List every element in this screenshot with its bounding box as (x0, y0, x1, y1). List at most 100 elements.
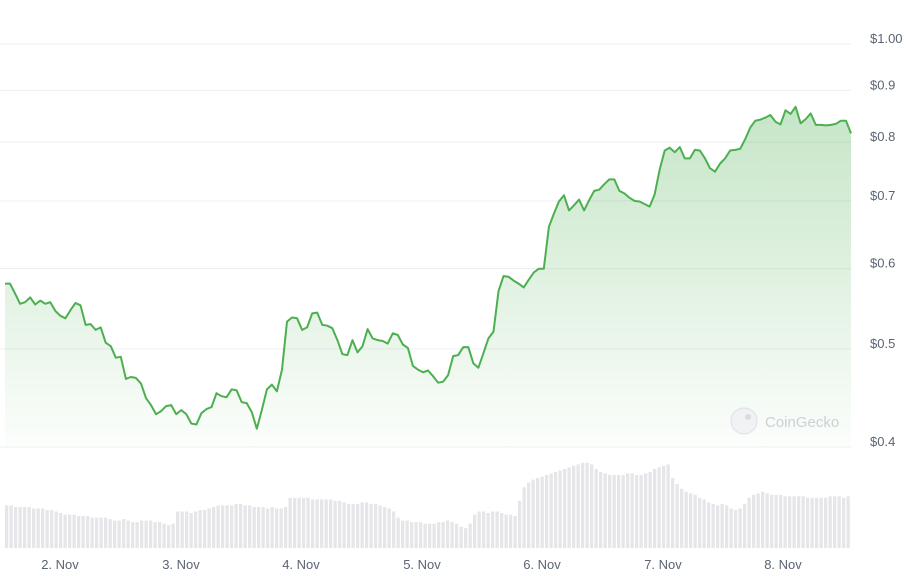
volume-bar (50, 510, 54, 548)
volume-bar (801, 496, 805, 548)
volume-bar (203, 510, 207, 548)
y-tick-label: $0.6 (870, 256, 895, 271)
volume-bar (581, 462, 585, 548)
volume-bar (441, 522, 445, 548)
volume-bar (248, 505, 252, 548)
volume-bar (45, 510, 49, 548)
volume-bar (338, 500, 342, 548)
x-tick-label: 3. Nov (162, 557, 200, 572)
volume-bar (761, 491, 765, 548)
volume-bar (234, 503, 238, 548)
volume-bar (243, 505, 247, 548)
volume-bar (387, 508, 391, 548)
volume-bar (779, 494, 783, 548)
volume-bar (509, 514, 513, 548)
volume-bar (693, 494, 697, 548)
volume-bar (513, 516, 517, 548)
volume-bar (819, 497, 823, 548)
volume-bar (360, 502, 364, 548)
volume-bar (405, 520, 409, 548)
volume-bar (293, 497, 297, 548)
volume-bar (239, 503, 243, 548)
volume-bar (126, 520, 130, 548)
volume-bar (347, 503, 351, 548)
volume-bar (27, 507, 31, 548)
y-axis-ticks: $1.00 $0.9 $0.8 $0.7 $0.6 $0.5 $0.4 (870, 31, 903, 449)
volume-bar (198, 510, 202, 548)
volume-bar (720, 503, 724, 548)
volume-bar (365, 502, 369, 548)
volume-bar (356, 503, 360, 548)
volume-bar (549, 473, 553, 548)
volume-bar (504, 514, 508, 548)
volume-bar (32, 508, 36, 548)
volume-bar (59, 513, 63, 548)
volume-bar (311, 499, 315, 548)
volume-bar (752, 494, 756, 548)
volume-bar (369, 503, 373, 548)
volume-bar (792, 496, 796, 548)
volume-bar (378, 505, 382, 548)
volume-bar (149, 520, 153, 548)
volume-bar (716, 505, 720, 548)
x-axis-ticks: 2. Nov 3. Nov 4. Nov 5. Nov 6. Nov 7. Nov 8. N… (41, 557, 802, 572)
volume-bar (41, 508, 45, 548)
volume-bar (414, 522, 418, 548)
volume-bar (675, 484, 679, 548)
volume-bar (608, 475, 612, 548)
volume-bar (585, 462, 589, 548)
volume-bar (594, 469, 598, 548)
volume-bar (572, 465, 576, 548)
volume-bar (261, 507, 265, 548)
volume-bar (522, 487, 526, 548)
volume-bar (837, 496, 841, 548)
volume-bar (158, 522, 162, 548)
volume-bar (747, 497, 751, 548)
volume-bar (558, 470, 562, 548)
volume-bar (545, 475, 549, 548)
volume-bar (725, 505, 729, 548)
coingecko-watermark: CoinGecko (730, 407, 839, 435)
volume-bar (225, 505, 229, 548)
volume-bar (635, 475, 639, 548)
volume-bar (540, 476, 544, 548)
volume-bar (288, 497, 292, 548)
volume-bar (194, 511, 198, 548)
volume-bar (18, 507, 22, 548)
volume-bar (738, 508, 742, 548)
volume-bar (590, 464, 594, 548)
volume-bar (90, 517, 94, 548)
watermark-text: CoinGecko (765, 414, 839, 431)
volume-bar (842, 497, 846, 548)
volume-bar (14, 507, 18, 548)
volume-bar (531, 479, 535, 548)
volume-bar (806, 497, 810, 548)
volume-bar (563, 469, 567, 548)
volume-bar (423, 523, 427, 548)
volume-bar (113, 520, 117, 548)
volume-bar (396, 517, 400, 548)
volume-bar (639, 475, 643, 548)
volume-bar (351, 503, 355, 548)
volume-bar (68, 514, 72, 548)
coingecko-logo-icon (730, 407, 758, 435)
volume-bar (527, 482, 531, 548)
volume-bar (459, 526, 463, 548)
volume-bar (54, 511, 58, 548)
volume-bar (797, 496, 801, 548)
volume-bar (270, 507, 274, 548)
volume-bar (23, 507, 27, 548)
x-tick-label: 6. Nov (523, 557, 561, 572)
volume-bar (756, 493, 760, 548)
volume-bar (167, 525, 171, 548)
y-tick-label: $1.00 (870, 31, 903, 46)
volume-bar (473, 514, 477, 548)
volume-bar (374, 503, 378, 548)
volume-bar (554, 472, 558, 548)
volume-bar (617, 475, 621, 548)
volume-bar (216, 505, 220, 548)
volume-bar (450, 522, 454, 548)
volume-bar (743, 503, 747, 548)
volume-bar (495, 511, 499, 548)
volume-bars (5, 462, 850, 548)
